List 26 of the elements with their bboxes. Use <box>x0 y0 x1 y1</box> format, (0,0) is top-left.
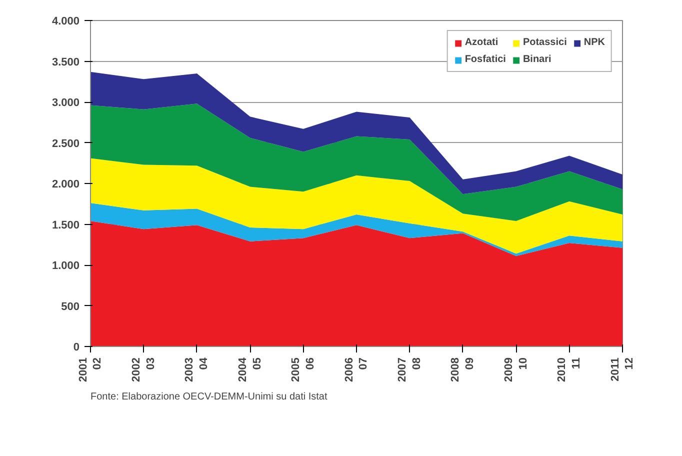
y-tick-label: 1.500 <box>52 219 80 232</box>
legend-label: NPK <box>584 37 605 48</box>
x-tick-label: 2004 05 <box>236 356 264 382</box>
x-tick-label: 2007 08 <box>396 357 423 382</box>
x-tick-label: 2008 09 <box>450 357 476 382</box>
x-tick-label: 2001 02 <box>77 357 104 382</box>
y-tick-label: 3.500 <box>52 56 80 68</box>
legend-label: Potassici <box>522 37 567 48</box>
legend-label: Binari <box>522 54 552 65</box>
y-tick-label: 2.000 <box>52 178 80 190</box>
x-tick-label: 2003 04 <box>184 356 210 382</box>
y-tick-label: 1.000 <box>52 260 80 272</box>
y-tick-label: 500 <box>61 300 80 313</box>
y-tick-label: 2.500 <box>52 138 80 150</box>
source-note: Fonte: Elaborazione OECV-DEMM-Unimi su dati Istat <box>90 392 328 402</box>
x-tick-label: 2009 10 <box>502 357 530 382</box>
x-tick-label: 2010 11 <box>556 357 582 382</box>
x-tick-label: 2002 03 <box>130 357 157 382</box>
legend-label: Fosfatici <box>464 54 506 65</box>
x-tick-label: 2011 12 <box>609 357 636 382</box>
x-tick-label: 2005 06 <box>290 357 316 382</box>
y-tick-label: 4.000 <box>52 16 80 28</box>
y-tick-label: 3.000 <box>52 97 80 109</box>
y-tick-label: 0 <box>73 342 80 354</box>
legend-label: Azotati <box>464 37 498 48</box>
x-tick-label: 2006 07 <box>343 357 370 382</box>
